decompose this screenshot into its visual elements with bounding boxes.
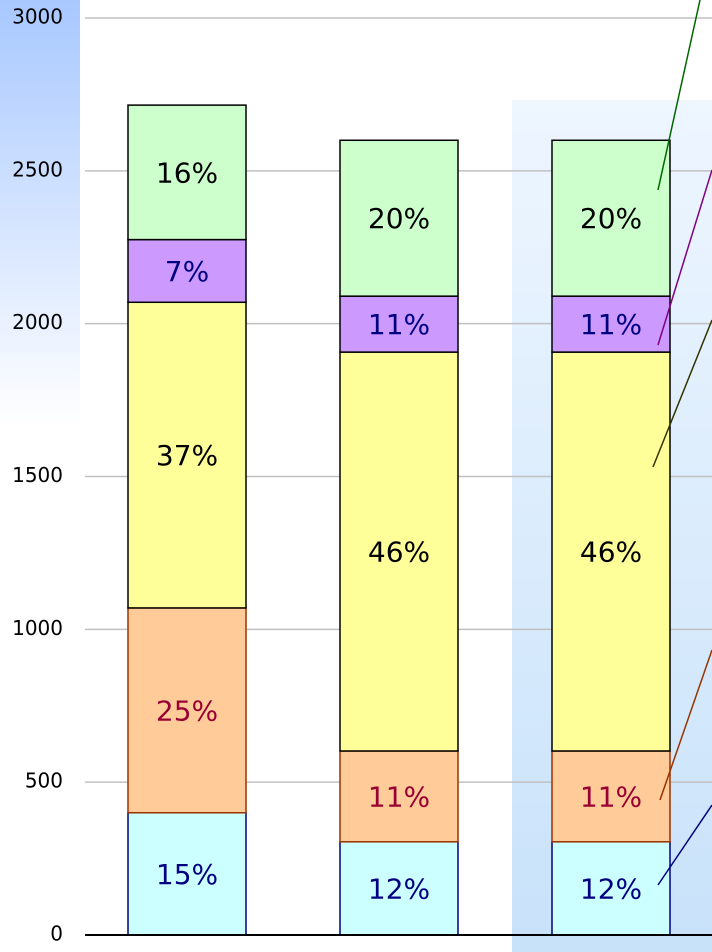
leader-line <box>657 0 701 191</box>
y-tick-label: 2500 <box>12 157 63 181</box>
leader-line <box>657 169 712 346</box>
data-label: 7% <box>165 255 209 288</box>
data-label: 37% <box>156 439 218 472</box>
y-tick-label: 1000 <box>12 616 63 640</box>
axis-background <box>0 0 80 952</box>
y-tick-label: 3000 <box>12 5 63 29</box>
data-label: 25% <box>156 694 218 727</box>
bar-segment <box>551 139 671 297</box>
data-label: 11% <box>368 308 430 341</box>
data-label: 20% <box>368 202 430 235</box>
data-label: 12% <box>580 872 642 905</box>
data-label: 11% <box>580 780 642 813</box>
leader-line <box>657 804 712 886</box>
data-label: 15% <box>156 858 218 891</box>
leader-lines <box>652 0 712 886</box>
leader-line <box>659 649 712 801</box>
data-label: 16% <box>156 156 218 189</box>
bar-segment <box>127 104 247 241</box>
bar-segment <box>127 811 247 936</box>
data-label: 12% <box>368 872 430 905</box>
y-tick-label: 0 <box>50 922 63 946</box>
bar-segment <box>127 607 247 814</box>
data-label: 20% <box>580 202 642 235</box>
y-tick-label: 1500 <box>12 463 63 487</box>
bar-segment <box>339 139 459 297</box>
bar-segment <box>551 295 671 353</box>
data-label: 11% <box>368 780 430 813</box>
data-label: 46% <box>580 536 642 569</box>
data-label: 46% <box>368 536 430 569</box>
leader-line <box>652 319 712 468</box>
y-tick-label: 2000 <box>12 310 63 334</box>
bar-segment <box>339 351 459 752</box>
data-label: 11% <box>580 308 642 341</box>
y-tick-label: 500 <box>25 769 63 793</box>
bar-segment <box>551 750 671 843</box>
bar-segment <box>339 750 459 843</box>
bar-segment <box>551 351 671 752</box>
bar-segment <box>551 841 671 936</box>
